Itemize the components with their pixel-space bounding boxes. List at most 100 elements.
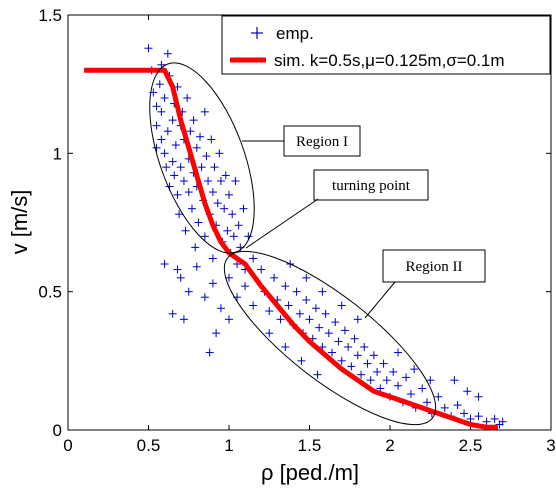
emp-data-point xyxy=(276,315,285,324)
region-1-ellipse xyxy=(149,62,255,254)
emp-data-point xyxy=(208,188,217,197)
emp-data-point xyxy=(216,304,225,313)
x-tick-label: 0.5 xyxy=(137,436,161,455)
emp-data-point xyxy=(189,116,198,125)
x-tick-label: 0 xyxy=(63,436,72,455)
emp-data-point xyxy=(183,94,192,102)
emp-data-point xyxy=(144,44,153,53)
emp-data-point xyxy=(423,398,432,407)
legend-emp-marker xyxy=(251,27,263,39)
sim-line-series xyxy=(84,67,498,430)
y-tick-label: 0.5 xyxy=(38,283,62,302)
emp-data-point xyxy=(215,149,224,158)
emp-data-point xyxy=(225,273,233,282)
y-tick-label: 1 xyxy=(53,144,62,163)
emp-data-point xyxy=(181,226,190,235)
emp-data-point xyxy=(257,265,266,274)
emp-data-point xyxy=(369,351,378,360)
emp-data-point xyxy=(265,307,274,316)
legend-sim-label: sim. k=0.5s,μ=0.125m,σ=0.1m xyxy=(274,51,505,70)
emp-data-point xyxy=(426,376,435,385)
emp-data-point xyxy=(389,367,398,376)
emp-data-point xyxy=(440,403,449,412)
emp-data-point xyxy=(350,334,359,343)
emp-data-point xyxy=(194,218,203,227)
x-axis-label: ρ [ped./m] xyxy=(261,460,359,485)
emp-data-point xyxy=(205,348,214,357)
emp-scatter-series xyxy=(144,44,507,429)
emp-data-point xyxy=(184,188,193,197)
emp-data-point xyxy=(453,401,462,410)
emp-data-point xyxy=(418,384,427,393)
region-1-label-box xyxy=(283,125,361,157)
emp-data-point xyxy=(171,141,180,150)
emp-data-point xyxy=(315,323,324,332)
emp-data-point xyxy=(179,315,188,324)
emp-data-point xyxy=(474,412,483,421)
emp-data-point xyxy=(321,309,330,318)
emp-data-point xyxy=(163,49,172,58)
emp-data-point xyxy=(466,414,475,423)
emp-data-point xyxy=(406,390,415,399)
emp-data-point xyxy=(152,143,161,152)
emp-data-point xyxy=(152,102,161,111)
x-tick-label: 2 xyxy=(385,436,394,455)
emp-data-point xyxy=(490,414,499,423)
emp-data-point xyxy=(228,210,237,219)
emp-data-point xyxy=(344,343,353,351)
emp-data-point xyxy=(168,116,177,125)
emp-data-point xyxy=(265,329,274,338)
emp-data-point xyxy=(302,273,311,282)
emp-data-point xyxy=(410,365,419,374)
emp-data-point xyxy=(382,376,391,385)
emp-data-point xyxy=(204,177,213,185)
emp-data-point xyxy=(318,287,327,296)
emp-data-point xyxy=(313,370,322,379)
x-tick-label: 1.5 xyxy=(298,436,322,455)
emp-data-point xyxy=(175,210,184,219)
emp-data-point xyxy=(160,94,169,102)
emp-data-point xyxy=(340,326,349,335)
emp-data-point xyxy=(394,348,403,357)
emp-data-point xyxy=(173,190,182,199)
emp-data-point xyxy=(302,295,311,304)
emp-data-point xyxy=(249,301,258,310)
y-axis-ticks: 0 0.5 1 1.5 xyxy=(38,6,551,440)
emp-data-point xyxy=(200,293,209,302)
emp-data-point xyxy=(168,309,177,318)
emp-data-point xyxy=(155,80,164,89)
emp-data-point xyxy=(176,273,185,282)
emp-data-point xyxy=(366,376,375,385)
emp-data-point xyxy=(373,367,382,376)
emp-data-point xyxy=(179,177,188,185)
emp-data-point xyxy=(281,282,290,291)
emp-data-point xyxy=(157,107,166,116)
emp-data-point xyxy=(184,287,193,296)
legend-emp-label: emp. xyxy=(276,24,314,43)
emp-data-point xyxy=(249,254,258,263)
emp-data-point xyxy=(498,417,507,426)
emp-data-point xyxy=(460,409,469,418)
emp-data-point xyxy=(295,309,304,318)
emp-data-point xyxy=(213,199,222,208)
emp-data-point xyxy=(191,243,200,252)
emp-data-point xyxy=(331,318,340,327)
emp-data-point xyxy=(192,262,201,271)
emp-data-point xyxy=(225,315,233,324)
x-tick-label: 2.5 xyxy=(459,436,483,455)
y-tick-label: 1.5 xyxy=(38,6,62,25)
emp-data-point xyxy=(168,157,177,166)
region-1-label: Region I xyxy=(296,134,348,150)
region-2-label-box xyxy=(382,249,486,283)
emp-data-point xyxy=(202,152,211,161)
region-2-leader xyxy=(364,281,396,319)
emp-data-point xyxy=(210,163,219,172)
emp-data-point xyxy=(347,362,356,371)
emp-data-point xyxy=(434,392,443,401)
emp-data-point xyxy=(281,343,290,351)
emp-data-point xyxy=(220,204,229,213)
legend: emp. sim. k=0.5s,μ=0.125m,σ=0.1m xyxy=(221,15,551,75)
emp-data-point xyxy=(208,254,217,263)
emp-data-point xyxy=(353,351,362,360)
